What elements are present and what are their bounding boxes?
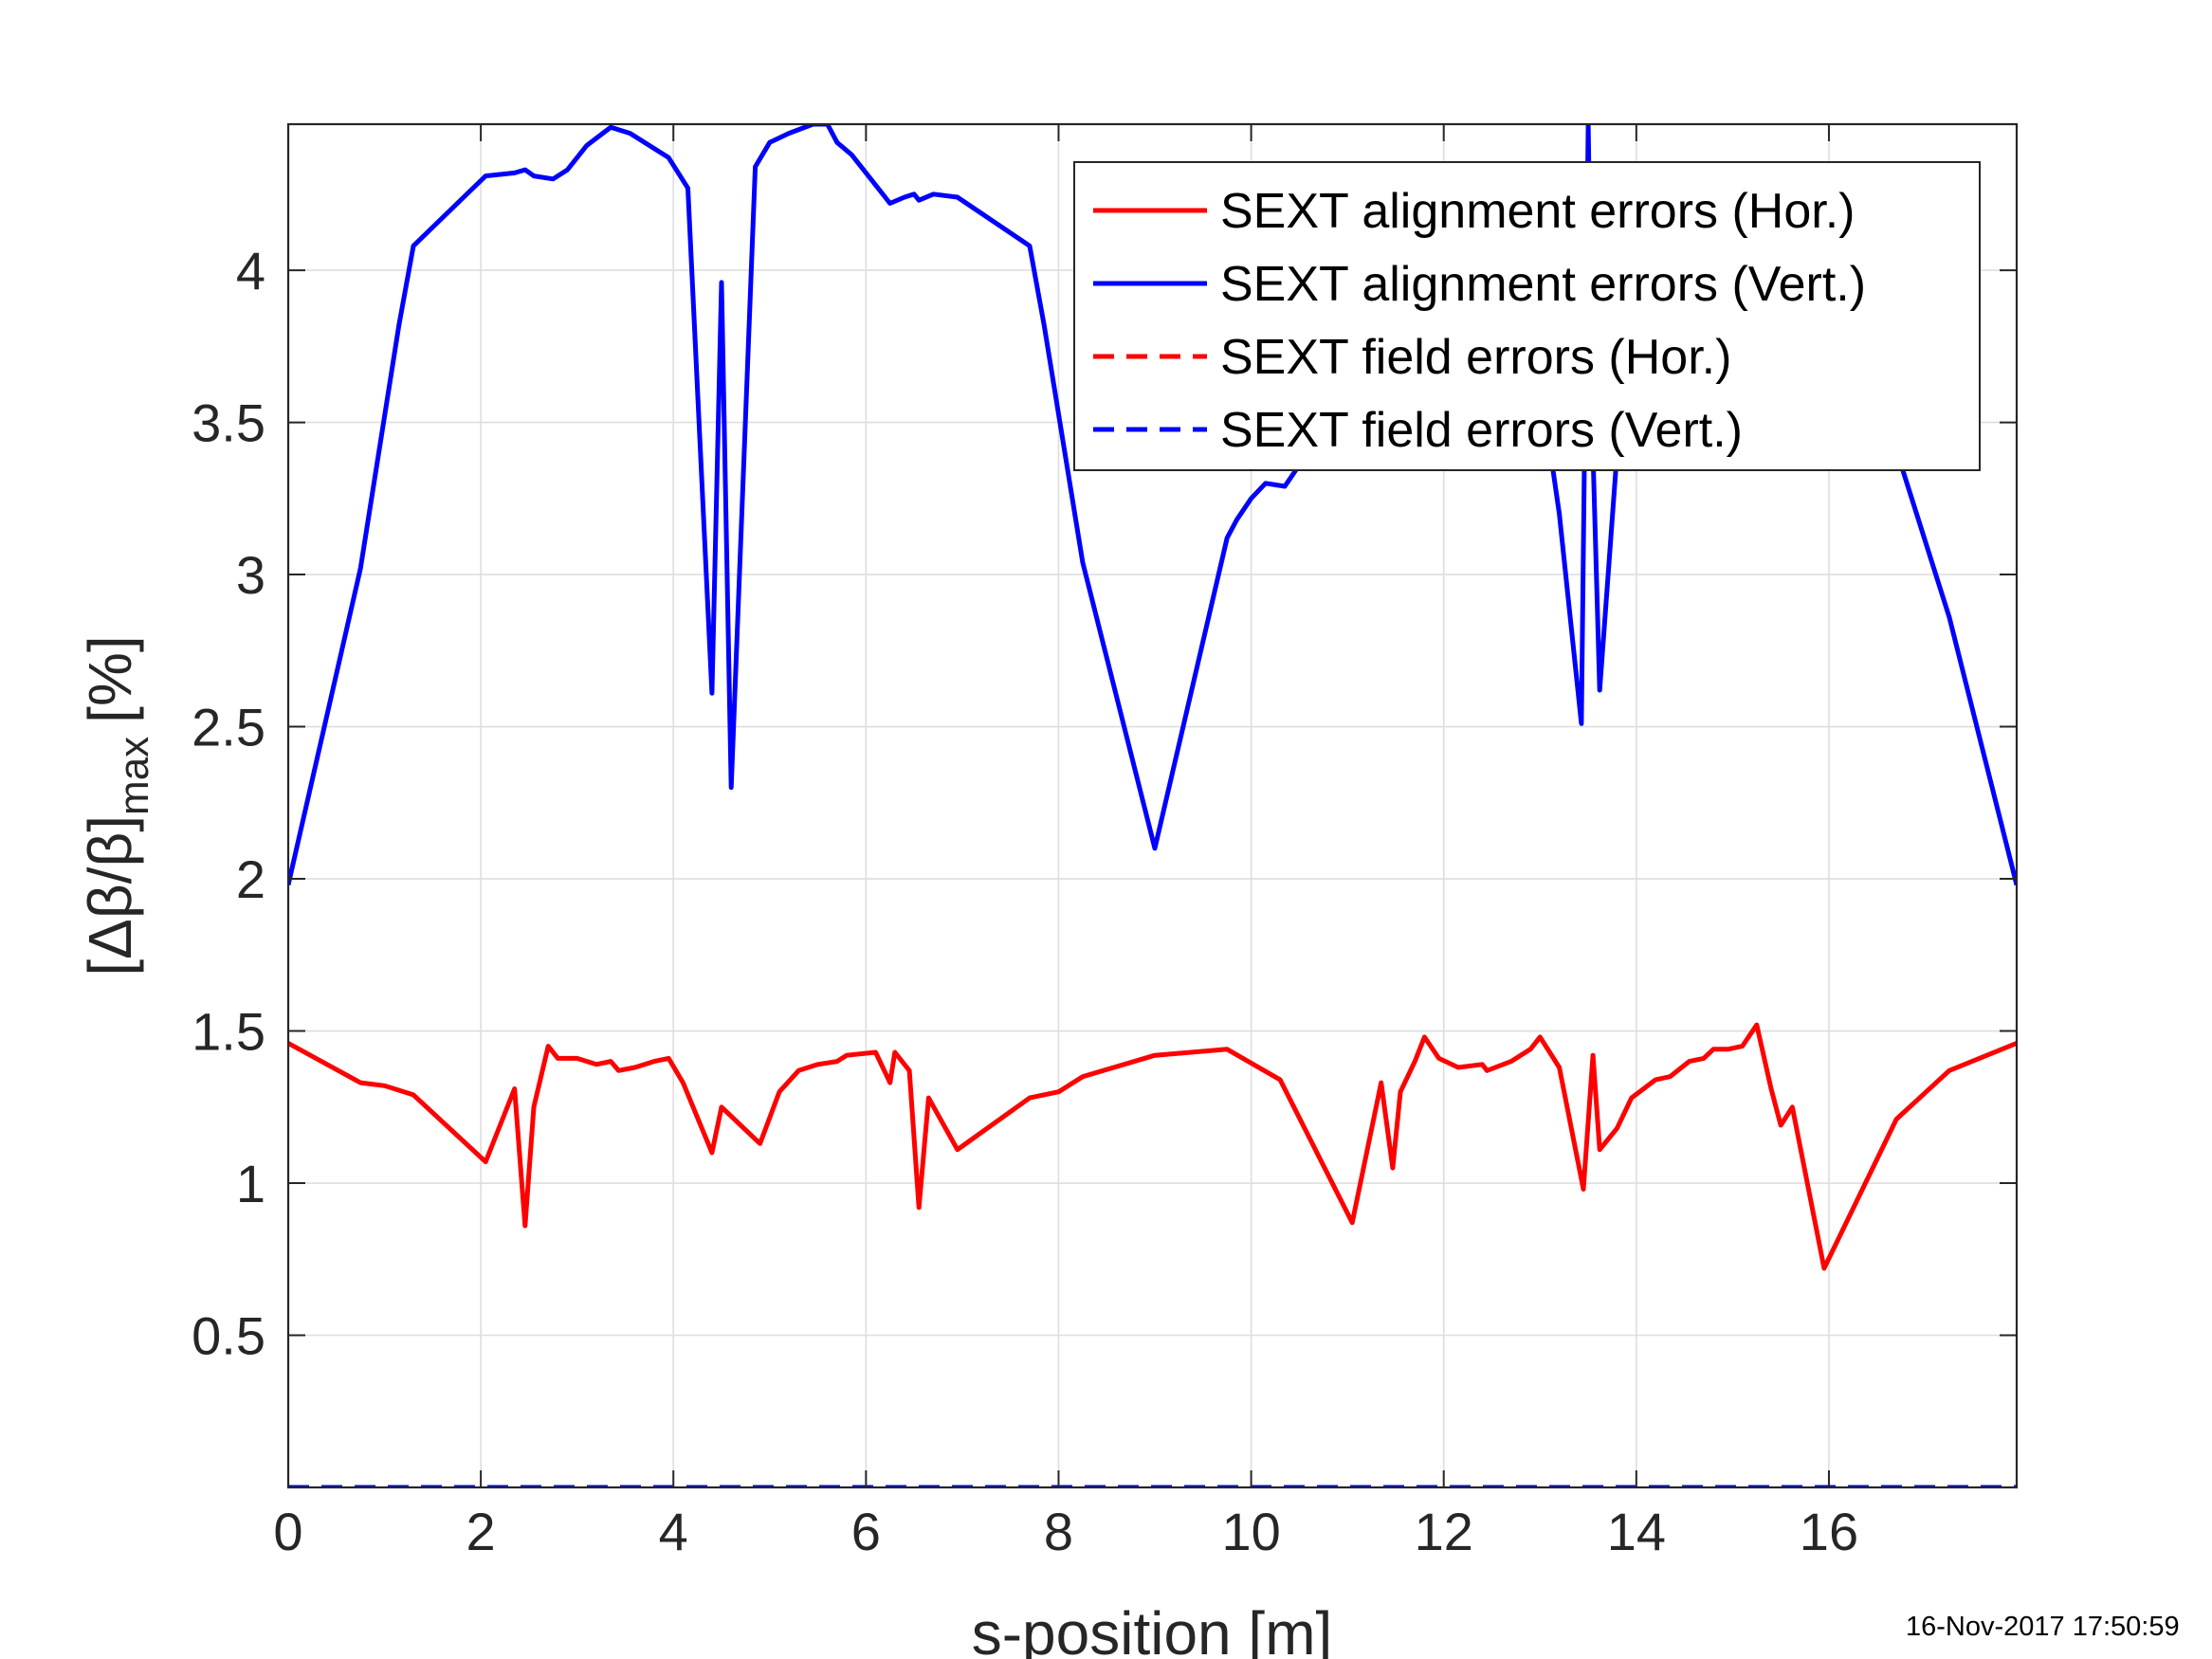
series-line-2	[288, 124, 2017, 886]
y-tick-label: 4	[236, 241, 265, 301]
y-tick-label: 1	[236, 1154, 265, 1213]
x-axis-label: s-position [m]	[972, 1599, 1333, 1659]
x-tick-label: 0	[273, 1502, 302, 1561]
legend-label-1: SEXT alignment errors (Hor.)	[1220, 184, 1855, 239]
axis-ticks	[287, 124, 2017, 1487]
y-tick-label: 2	[236, 849, 265, 909]
y-tick-labels: 0.5 1 1.5 2 2.5 3 3.5 4	[192, 241, 265, 1365]
x-tick-label: 10	[1221, 1502, 1280, 1561]
legend-entries: SEXT alignment errors (Hor.) SEXT alignme…	[1093, 184, 1866, 458]
x-tick-label: 2	[466, 1502, 496, 1561]
x-tick-label: 14	[1607, 1502, 1666, 1561]
series-line-1	[288, 1022, 2017, 1271]
legend-box	[1073, 161, 1981, 471]
y-tick-label: 1.5	[192, 1002, 265, 1062]
x-tick-label: 8	[1044, 1502, 1073, 1561]
x-tick-label: 16	[1800, 1502, 1858, 1561]
x-tick-label: 12	[1415, 1502, 1473, 1561]
y-tick-label: 2.5	[192, 698, 265, 757]
x-tick-label: 4	[659, 1502, 688, 1561]
y-axis-label-subscript: max	[111, 737, 157, 815]
x-tick-label: 6	[851, 1502, 881, 1561]
y-tick-label: 0.5	[192, 1306, 265, 1366]
y-axis-label-main: [Δβ/β]	[76, 815, 144, 976]
y-axis-label: [Δβ/β]max [%]	[76, 635, 157, 975]
timestamp: 16-Nov-2017 17:50:59	[1906, 1612, 2180, 1642]
legend: SEXT alignment errors (Hor.) SEXT alignme…	[1073, 161, 1981, 471]
plot-frame	[286, 122, 2019, 1489]
x-tick-labels: 0 2 4 6 8 10 12 14 16	[273, 1502, 1858, 1561]
y-axis-label-unit: [%]	[76, 635, 144, 722]
legend-label-2: SEXT alignment errors (Vert.)	[1220, 257, 1866, 312]
y-tick-label: 3.5	[192, 393, 265, 453]
legend-label-3: SEXT field errors (Hor.)	[1220, 330, 1731, 385]
legend-label-4: SEXT field errors (Vert.)	[1220, 403, 1743, 458]
y-tick-label: 3	[236, 545, 265, 605]
series-layer	[288, 124, 2017, 1487]
